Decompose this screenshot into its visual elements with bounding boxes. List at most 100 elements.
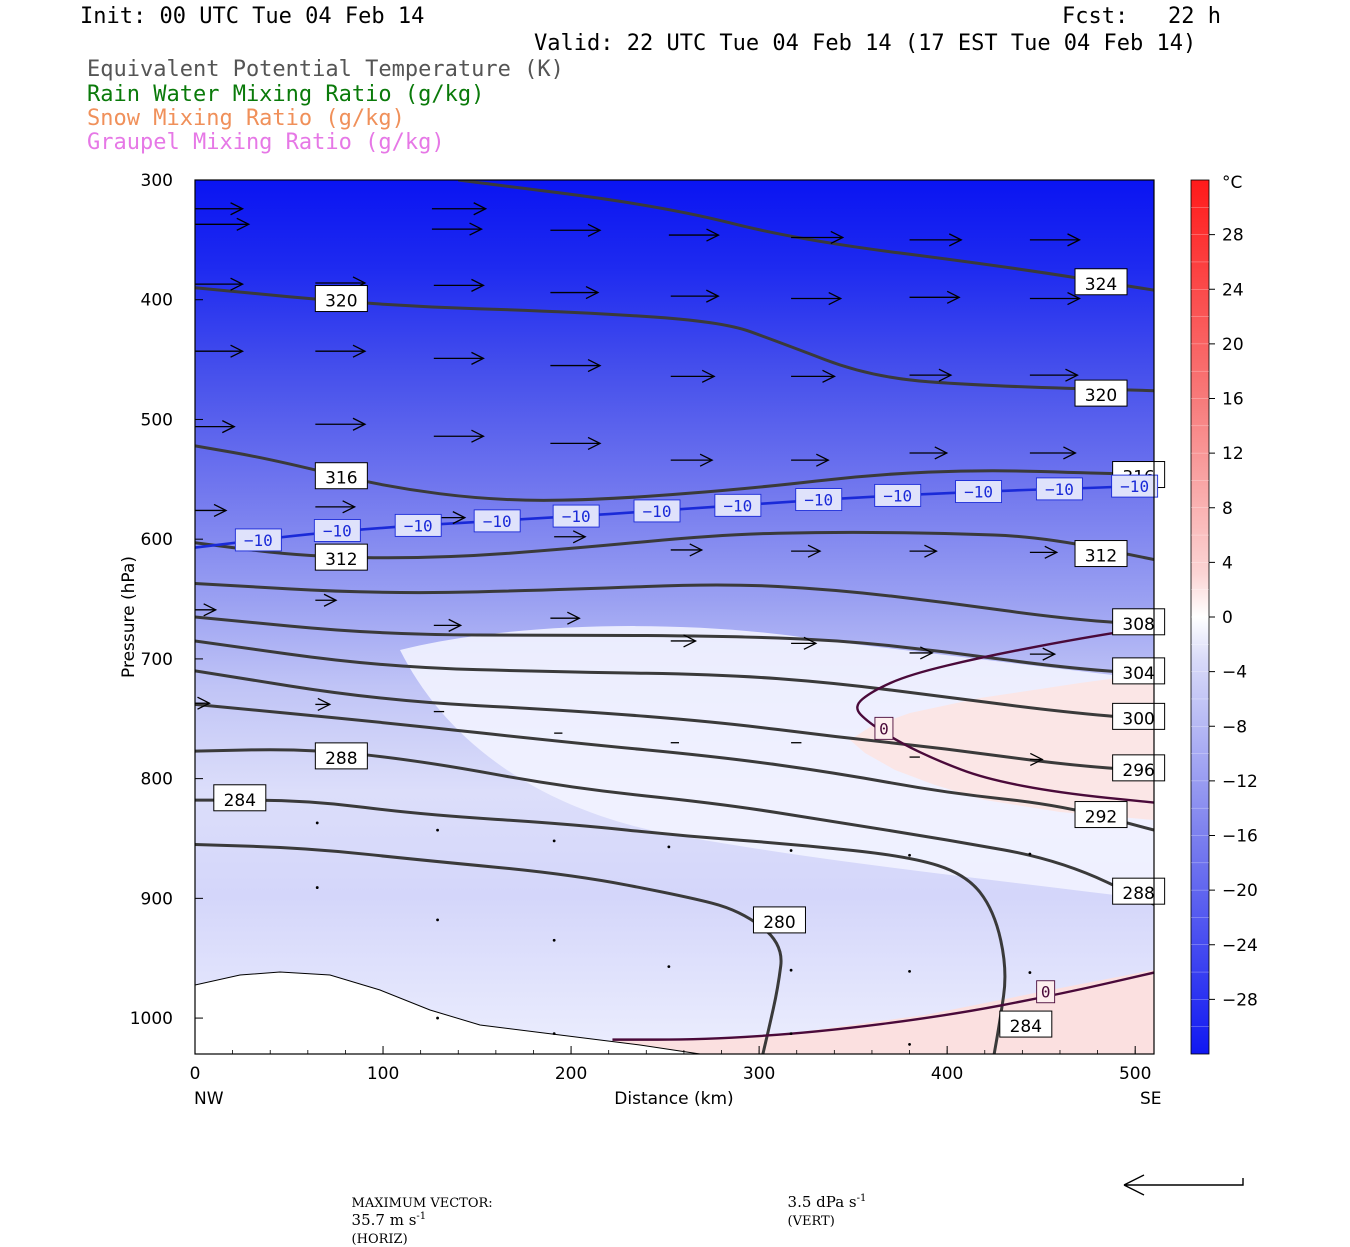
temperature-shading <box>195 180 1154 1054</box>
wind-vector-head <box>828 291 843 306</box>
theta-e-label-box <box>1074 540 1128 568</box>
legend-graupel: Graupel Mixing Ratio (g/kg) <box>87 130 445 155</box>
wind-vector-head <box>213 503 228 518</box>
wind-vector-calm <box>436 918 439 922</box>
wind-vector-head <box>948 233 963 247</box>
wind-vector-head <box>683 634 698 648</box>
temperature-label: −10 <box>562 507 591 526</box>
wind-vector-head <box>587 223 602 237</box>
temperature-label: −10 <box>1045 480 1074 499</box>
temperature-label: 0 <box>879 719 889 738</box>
wind-vector-head <box>938 368 953 382</box>
wind-vector-calm <box>789 1032 793 1036</box>
y-tick-label: 500 <box>141 410 173 430</box>
theta-e-label: 324 <box>1085 275 1117 295</box>
light-region <box>400 626 1154 900</box>
theta-e-contour-324 <box>458 180 1154 292</box>
temperature-label: −10 <box>244 531 273 550</box>
temperature-label: 0 <box>1041 983 1051 1002</box>
wind-vector-calm <box>315 821 319 825</box>
colorbar-tick-label: −24 <box>1222 936 1258 956</box>
wind-vector-head <box>233 162 245 174</box>
colorbar-tick-label: −28 <box>1222 990 1258 1010</box>
theta-e-label: 296 <box>1122 761 1154 781</box>
wind-vector-head <box>471 429 485 443</box>
wind-vector-head <box>197 696 211 710</box>
max-vector-arrow <box>1123 1174 1244 1196</box>
theta-e-label-box <box>1074 379 1128 407</box>
wind-vector-head <box>1030 752 1044 767</box>
colorbar-tick-label: −16 <box>1222 827 1258 847</box>
theta-e-label-box <box>1112 702 1166 730</box>
wind-vector-head <box>469 222 484 236</box>
max-vector-label: MAXIMUM VECTOR: <box>351 1196 493 1211</box>
colorbar-tick-label: 4 <box>1222 553 1233 573</box>
temperature-label: −10 <box>643 502 672 521</box>
temperature-label-box <box>874 716 894 740</box>
temperature-label: −10 <box>1120 477 1149 496</box>
theta-e-label-box <box>1112 657 1166 685</box>
temperature-label-box <box>874 483 922 507</box>
wind-vector-head <box>822 369 836 383</box>
max-vector-horiz-unit: (HORIZ) <box>351 1232 408 1247</box>
temperature-label-box <box>1111 474 1159 498</box>
colorbar-tick-label: 20 <box>1222 335 1244 355</box>
theta-e-label: 288 <box>1122 884 1154 904</box>
forecast-hour: Fcst: 22 h <box>1062 4 1221 29</box>
wind-vector-calm <box>908 1043 911 1046</box>
theta-e-contour-308 <box>195 581 1154 627</box>
theta-e-label: 308 <box>1122 615 1154 635</box>
y-tick-label: 900 <box>141 889 173 909</box>
wind-vector-head <box>924 544 938 558</box>
wind-vector-calm <box>552 839 556 843</box>
wind-vector-head <box>803 636 818 650</box>
cross-section-chart: 3243203203163163123123083043002962922882… <box>119 162 1258 1109</box>
wind-vector-calm <box>789 968 793 972</box>
theta-e-contour-304 <box>195 615 1154 676</box>
temperature-label-box <box>1035 477 1083 501</box>
theta-e-contour-300 <box>195 639 1154 722</box>
x-tick-label: 100 <box>367 1064 399 1084</box>
theta-e-contour-280 <box>195 842 783 1054</box>
wind-vector-head <box>352 344 367 358</box>
temperature-label: −10 <box>883 486 912 505</box>
colorbar-tick-label: 12 <box>1222 444 1244 464</box>
terrain <box>195 971 701 1054</box>
y-tick-label: 800 <box>141 770 173 790</box>
wind-vector-head <box>816 453 830 467</box>
wind-vector-head <box>706 228 720 242</box>
wind-vector-head <box>587 436 602 450</box>
theta-e-label-box <box>314 543 368 571</box>
temperature-label: −10 <box>323 521 352 540</box>
x-axis-title: Distance (km) <box>614 1089 733 1109</box>
wind-vector-calm <box>552 938 556 942</box>
temperature-label-box <box>955 480 1003 504</box>
wind-vector-calm <box>436 828 439 832</box>
wind-vector-head <box>587 358 602 373</box>
theta-e-contour-292 <box>195 702 1154 832</box>
wind-vector-head <box>448 618 463 632</box>
max-vector-horiz: 35.7 m s <box>351 1211 417 1229</box>
y-tick-label: 300 <box>141 171 173 191</box>
wind-vector-head <box>572 530 587 544</box>
wind-vector-head <box>946 290 961 304</box>
theta-e-label: 312 <box>1085 547 1117 567</box>
max-vector-vert-caption: 3.5 dPa s-1 (VERT) <box>778 1175 867 1229</box>
warm-region-upper <box>850 673 1154 820</box>
wind-vector-head <box>471 278 485 292</box>
theta-e-label-box <box>1074 801 1128 829</box>
x-axis-left-label: NW <box>194 1089 224 1109</box>
temperature-label: −10 <box>483 512 512 531</box>
theta-e-contour-296 <box>195 669 1154 773</box>
wind-vector-head <box>706 289 720 303</box>
legend-theta-e: Equivalent Potential Temperature (K) <box>87 57 564 82</box>
wind-vector-calm <box>436 1016 439 1020</box>
wind-vector-head <box>920 646 934 660</box>
wind-vector-calm <box>552 1032 556 1036</box>
theta-e-label-box <box>1074 268 1128 296</box>
theta-e-label-box <box>314 285 368 313</box>
theta-e-label-box <box>1112 608 1166 636</box>
wind-vector-head <box>689 543 704 557</box>
wind-vector-head <box>701 369 716 383</box>
theta-e-label-box <box>1112 877 1166 905</box>
